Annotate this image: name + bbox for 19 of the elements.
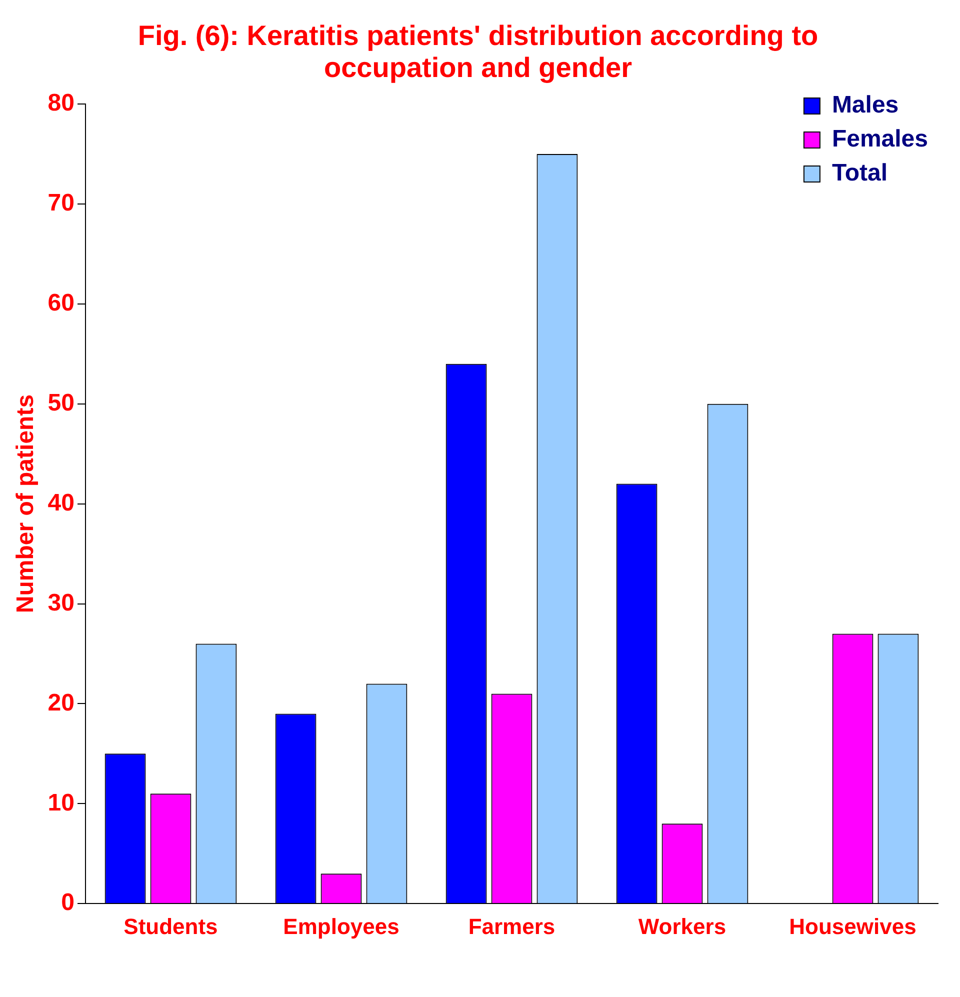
x-tick-label: Farmers xyxy=(468,914,556,939)
y-tick-label: 50 xyxy=(48,389,74,416)
y-tick-label: 10 xyxy=(48,789,74,816)
x-tick-label: Employees xyxy=(283,914,400,939)
x-tick-label: Housewives xyxy=(789,914,916,939)
y-tick-label: 20 xyxy=(48,689,74,716)
chart-title: Fig. (6): Keratitis patients' distribution according to occupation and gender xyxy=(136,20,820,84)
y-tick-label: 80 xyxy=(48,90,74,117)
y-tick-label: 0 xyxy=(61,889,74,916)
legend-label: Females xyxy=(832,126,928,153)
y-axis-title: Number of patients xyxy=(12,394,40,614)
x-tick-label: Workers xyxy=(638,914,726,939)
y-tick-label: 70 xyxy=(48,190,74,217)
y-tick-label: 30 xyxy=(48,589,74,616)
legend-label: Males xyxy=(832,92,899,119)
x-tick-label: Students xyxy=(124,914,218,939)
y-tick-label: 40 xyxy=(48,489,74,516)
legend-label: Total xyxy=(832,160,888,187)
y-tick-label: 60 xyxy=(48,290,74,317)
